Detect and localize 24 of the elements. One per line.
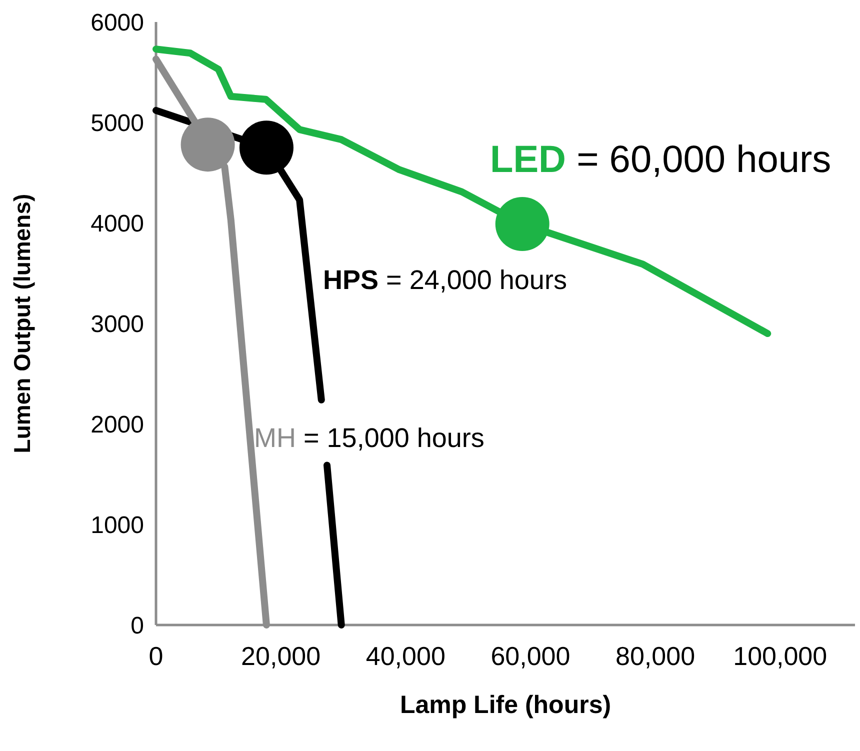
- series-label: HPS: [323, 265, 379, 295]
- x-tick-label: 60,000: [490, 641, 570, 671]
- series-label: MH: [254, 423, 296, 453]
- x-tick-label: 0: [148, 641, 164, 671]
- y-tick-label: 5000: [90, 110, 144, 137]
- y-tick-label: 6000: [90, 9, 144, 36]
- y-axis-title: Lumen Output (lumens): [9, 194, 35, 454]
- x-axis-title: Lamp Life (hours): [400, 691, 612, 719]
- y-tick-label: 1000: [90, 512, 144, 539]
- y-tick-label: 0: [130, 612, 144, 640]
- point: [239, 120, 294, 175]
- annotation: = 60,000 hours: [566, 139, 832, 181]
- series-label: LED: [490, 139, 566, 181]
- x-tick-label: 100,000: [733, 641, 828, 671]
- point: [495, 197, 550, 252]
- x-tick-label: 80,000: [616, 641, 696, 671]
- x-tick-label: 40,000: [366, 641, 446, 671]
- annotation: = 15,000 hours: [296, 423, 484, 453]
- y-tick-label: 3000: [90, 310, 144, 338]
- annotation: = 24,000 hours: [378, 265, 567, 295]
- x-tick-label: 20,000: [241, 641, 321, 671]
- y-tick-label: 4000: [90, 210, 144, 238]
- point: [180, 118, 235, 172]
- y-tick-label: 2000: [90, 411, 144, 438]
